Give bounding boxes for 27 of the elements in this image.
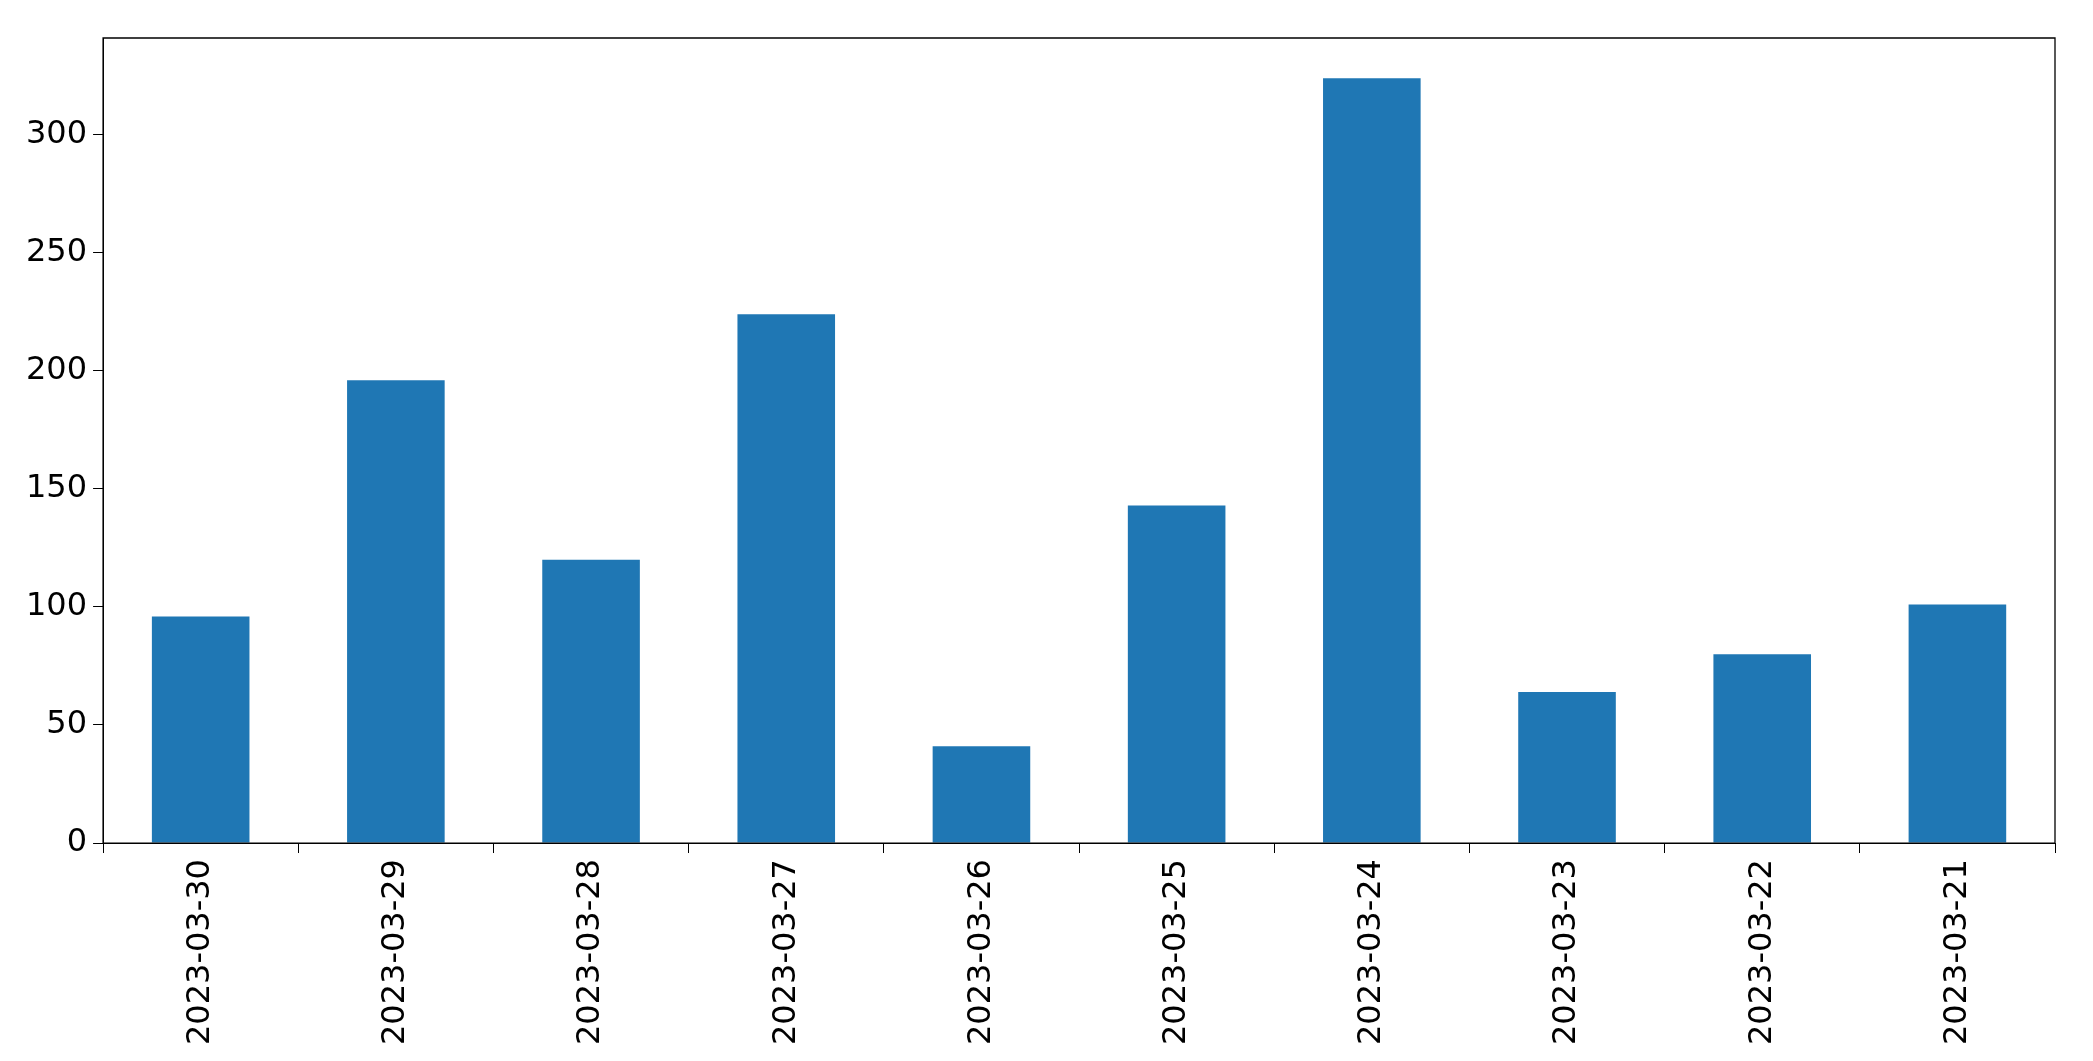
bar (1713, 654, 1812, 843)
bar (1323, 78, 1421, 843)
x-tick-label: 2023-03-29 (374, 859, 413, 1045)
x-tick-label: 2023-03-26 (959, 859, 998, 1045)
x-tick-label: 2023-03-28 (569, 859, 608, 1045)
bar (1127, 505, 1226, 843)
y-tick-label: 250 (26, 231, 88, 270)
x-tick-label: 2023-03-27 (764, 859, 803, 1045)
x-tick-label: 2023-03-30 (178, 859, 217, 1045)
y-tick-label: 0 (66, 821, 88, 860)
x-tick-label: 2023-03-21 (1935, 859, 1974, 1045)
bar (1518, 691, 1616, 843)
bar (932, 746, 1031, 843)
x-tick-label: 2023-03-25 (1154, 859, 1193, 1045)
y-tick-label: 150 (26, 467, 88, 506)
x-tick-label: 2023-03-23 (1545, 859, 1584, 1045)
x-tick-label: 2023-03-22 (1740, 859, 1779, 1045)
bar (347, 380, 445, 843)
bar (151, 616, 250, 843)
y-tick-label: 200 (26, 349, 88, 388)
y-tick-label: 50 (46, 703, 88, 742)
bar (737, 314, 836, 843)
y-tick-label: 300 (26, 113, 88, 152)
y-tick-label: 100 (26, 585, 88, 624)
x-tick-label: 2023-03-24 (1350, 859, 1389, 1045)
bar (1908, 604, 2007, 843)
bar (542, 559, 640, 843)
